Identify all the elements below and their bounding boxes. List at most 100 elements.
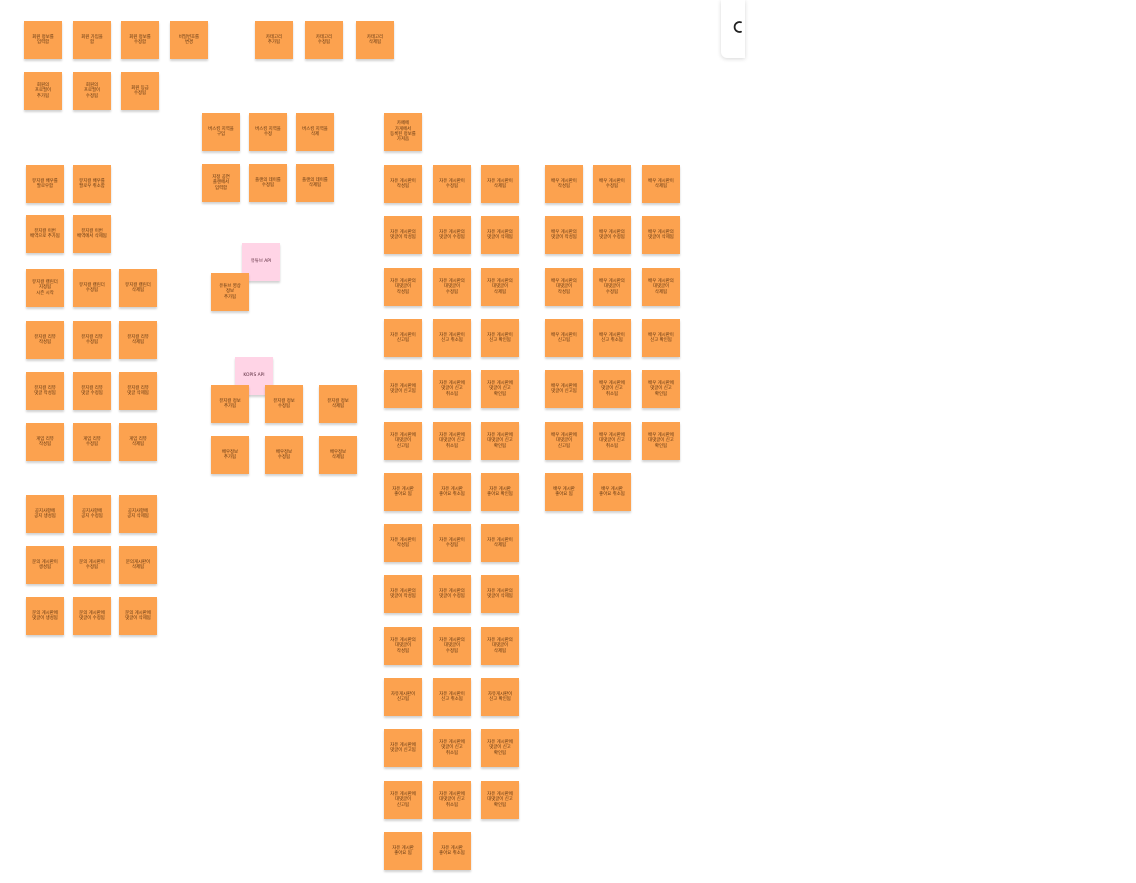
sticky-note[interactable]: 자유 게시판 좋아요 취소됨 — [433, 832, 471, 870]
sticky-note[interactable]: 문의 게시판이 생성됨 — [26, 546, 64, 584]
sticky-note[interactable]: 배우 게시판이 수정됨 — [593, 165, 631, 203]
sticky-note[interactable]: 배우 게시판이 작성됨 — [545, 165, 583, 203]
sticky-note[interactable]: 자유 게시판의 대댓글이 작성됨 — [384, 268, 422, 306]
sticky-note[interactable]: 공지사항에 공지 생성됨 — [26, 495, 64, 533]
sticky-note[interactable]: 자유 게시판에 대댓글이 신고 취소됨 — [433, 781, 471, 819]
sticky-note[interactable]: 자유 게시판 좋아요 됨 — [384, 832, 422, 870]
sticky-note[interactable]: 지정 공연 플랜에서 입력함 — [202, 164, 240, 202]
sticky-note[interactable]: 자유 게시판이 수정됨 — [433, 165, 471, 203]
sticky-note[interactable]: 자유 게시판의 대댓글이 삭제됨 — [481, 268, 519, 306]
sticky-note[interactable]: 버스킹 지역을 구입 — [202, 113, 240, 151]
sticky-note[interactable]: 배우 게시판이 삭제됨 — [642, 165, 680, 203]
sticky-note[interactable]: 자유 게시판에 대댓글이 신고 취소됨 — [433, 422, 471, 460]
sticky-note[interactable]: 자유 게시판의 대댓글이 작성됨 — [384, 627, 422, 665]
sticky-note[interactable]: 뮤지컬 이번 배역으로 추가됨 — [26, 215, 64, 253]
sticky-note[interactable]: 자유 게시판에 댓글이 신고 취소됨 — [433, 729, 471, 767]
sticky-note[interactable]: 배우정보 추가됨 — [211, 436, 249, 474]
sticky-note[interactable]: 자유 게시판에 대댓글이 신고 확인됨 — [481, 781, 519, 819]
sticky-note[interactable]: 배우 게시판 좋아요 됨 — [545, 473, 583, 511]
sticky-note[interactable]: 자유 게시판이 삭제됨 — [481, 524, 519, 562]
sticky-note[interactable]: 배우 게시판에 대댓글이 신고 취소됨 — [593, 422, 631, 460]
sticky-note[interactable]: 카테고리 수정됨 — [305, 21, 343, 59]
sticky-note[interactable]: 회원의 프로필이 수정됨 — [73, 72, 111, 110]
sticky-note[interactable]: 공지사항에 공지 삭제됨 — [119, 495, 157, 533]
sticky-note[interactable]: 문의 게시판에 댓글이 수정됨 — [73, 597, 111, 635]
sticky-note[interactable]: 배우 게시판에 댓글이 신고됨 — [545, 370, 583, 408]
sticky-note[interactable]: 문의 게시판에 댓글이 생성됨 — [26, 597, 64, 635]
sticky-note[interactable]: 자유 게시판의 대댓글이 삭제됨 — [481, 627, 519, 665]
sticky-note[interactable]: 자유 게시판 좋아요 됨 — [384, 473, 422, 511]
sticky-note[interactable]: 자유 게시판이 신고 확인됨 — [481, 319, 519, 357]
sticky-note[interactable]: 버스킹 지역을 삭제 — [296, 113, 334, 151]
sticky-note[interactable]: 자유 게시판에 댓글이 신고 확인됨 — [481, 729, 519, 767]
sticky-note[interactable]: 자유 게시판이 작성됨 — [384, 165, 422, 203]
sticky-note[interactable]: 뮤지컬 정보 수정됨 — [265, 385, 303, 423]
sticky-note[interactable]: 버스킹 지역을 수정 — [249, 113, 287, 151]
sticky-note[interactable]: 자유 게시판 좋아요 확인됨 — [481, 473, 519, 511]
sticky-note[interactable]: 뮤지컬 정보 삭제됨 — [319, 385, 357, 423]
sticky-note[interactable]: 카페에 가게에서 등록된 정보를 가져옴 — [384, 113, 422, 151]
sticky-note[interactable]: 뮤지컬 배우를 팔로우함 — [26, 165, 64, 203]
sticky-note[interactable]: 배우 게시판에 댓글이 신고 취소됨 — [593, 370, 631, 408]
sticky-note[interactable]: 자유 게시판에 댓글이 신고 취소됨 — [433, 370, 471, 408]
sticky-note[interactable]: 문의게시판이 삭제됨 — [119, 546, 157, 584]
sticky-note[interactable]: 자유 게시판의 댓글이 삭제됨 — [481, 216, 519, 254]
search-panel[interactable] — [721, 0, 745, 58]
sticky-note[interactable]: 배우 게시판에 대댓글이 신고됨 — [545, 422, 583, 460]
sticky-note[interactable]: 배우 게시판의 댓글이 수정됨 — [593, 216, 631, 254]
sticky-note[interactable]: 회원의 프로필이 추가됨 — [24, 72, 62, 110]
sticky-note[interactable]: 뮤지컬 리뷰 수정됨 — [73, 321, 111, 359]
sticky-note[interactable]: 뮤지컬 리뷰 댓글 삭제됨 — [119, 372, 157, 410]
sticky-note[interactable]: 자유게시판이 신고 확인됨 — [481, 678, 519, 716]
sticky-note[interactable]: 배우 게시판의 대댓글이 삭제됨 — [642, 268, 680, 306]
sticky-note[interactable]: 뮤지컬 리뷰 댓글 작성됨 — [26, 372, 64, 410]
sticky-note[interactable]: 배우 게시판의 댓글이 삭제됨 — [642, 216, 680, 254]
sticky-note[interactable]: 자유 게시판 좋아요 취소됨 — [433, 473, 471, 511]
search-icon[interactable] — [732, 19, 744, 35]
sticky-note[interactable]: 뮤지컬 배우를 팔로우 취소함 — [73, 165, 111, 203]
sticky-note[interactable]: 회원 가입을 함 — [73, 21, 111, 59]
sticky-note[interactable]: 게임 리뷰 작성됨 — [26, 423, 64, 461]
sticky-note[interactable]: 뮤지컬 캘린더 수정됨 — [73, 269, 111, 307]
sticky-note[interactable]: 자유 게시판의 댓글이 작성됨 — [384, 216, 422, 254]
sticky-note[interactable]: 자유 게시판의 댓글이 삭제됨 — [481, 575, 519, 613]
sticky-note[interactable]: 자유 게시판이 신고 취소됨 — [433, 319, 471, 357]
sticky-note[interactable]: 플랜의 데이를 삭제됨 — [296, 164, 334, 202]
sticky-note[interactable]: 자유 게시판의 대댓글이 수정됨 — [433, 268, 471, 306]
sticky-note[interactable]: 배우정보 수정됨 — [265, 436, 303, 474]
sticky-note[interactable]: 자유 게시판이 작성됨 — [384, 524, 422, 562]
sticky-note[interactable]: 배우 게시판의 대댓글이 작성됨 — [545, 268, 583, 306]
sticky-note[interactable]: 뮤지컬 이번 배역에서 삭제됨 — [73, 215, 111, 253]
sticky-note[interactable]: 회원 정보를 입력함 — [24, 21, 62, 59]
sticky-note[interactable]: 뮤지컬 캘린더 지정됨 시즌 시작 — [26, 269, 64, 307]
sticky-note[interactable]: 자유 게시판이 삭제됨 — [481, 165, 519, 203]
sticky-note[interactable]: 회원 정보를 수정함 — [121, 21, 159, 59]
sticky-note[interactable]: 플랜의 데이를 수정됨 — [249, 164, 287, 202]
sticky-note[interactable]: 자유 게시판에 댓글이 신고됨 — [384, 370, 422, 408]
sticky-note[interactable]: 회원 등급 수정됨 — [121, 72, 159, 110]
sticky-note[interactable]: 자유 게시판이 신고 취소됨 — [433, 678, 471, 716]
sticky-note[interactable]: 자유게시판이 신고됨 — [384, 678, 422, 716]
sticky-note[interactable]: 자유 게시판의 대댓글이 수정됨 — [433, 627, 471, 665]
sticky-note[interactable]: 자유 게시판의 댓글이 작성됨 — [384, 575, 422, 613]
sticky-note[interactable]: 배우 게시판이 신고 확인됨 — [642, 319, 680, 357]
sticky-note[interactable]: 자유 게시판에 대댓글이 신고 확인됨 — [481, 422, 519, 460]
sticky-note[interactable]: 배우 게시판에 댓글이 신고 확인됨 — [642, 370, 680, 408]
sticky-note[interactable]: 뮤지컬 캘린더 삭제됨 — [119, 269, 157, 307]
sticky-note[interactable]: 자유 게시판에 대댓글이 신고됨 — [384, 781, 422, 819]
sticky-note[interactable]: 공지사항에 공지 수정됨 — [73, 495, 111, 533]
sticky-note[interactable]: 배우 게시판의 대댓글이 수정됨 — [593, 268, 631, 306]
sticky-note[interactable]: 뮤지컬 리뷰 삭제됨 — [119, 321, 157, 359]
sticky-note[interactable]: 배우 게시판의 댓글이 작성됨 — [545, 216, 583, 254]
sticky-note[interactable]: 배우 게시판이 신고 취소됨 — [593, 319, 631, 357]
sticky-note[interactable]: 자유 게시판이 신고됨 — [384, 319, 422, 357]
sticky-note[interactable]: 배우정보 삭제됨 — [319, 436, 357, 474]
sticky-note[interactable]: 비밀번호를 변경 — [170, 21, 208, 59]
sticky-note[interactable]: 자유 게시판에 대댓글이 신고됨 — [384, 422, 422, 460]
sticky-note[interactable]: 게임 리뷰 수정됨 — [73, 423, 111, 461]
sticky-note[interactable]: 유튜브 영상 정보 추가됨 — [211, 273, 249, 311]
sticky-note[interactable]: 뮤지컬 리뷰 작성됨 — [26, 321, 64, 359]
sticky-note[interactable]: 카테고리 삭제됨 — [356, 21, 394, 59]
sticky-note[interactable]: 자유 게시판의 댓글이 수정됨 — [433, 216, 471, 254]
